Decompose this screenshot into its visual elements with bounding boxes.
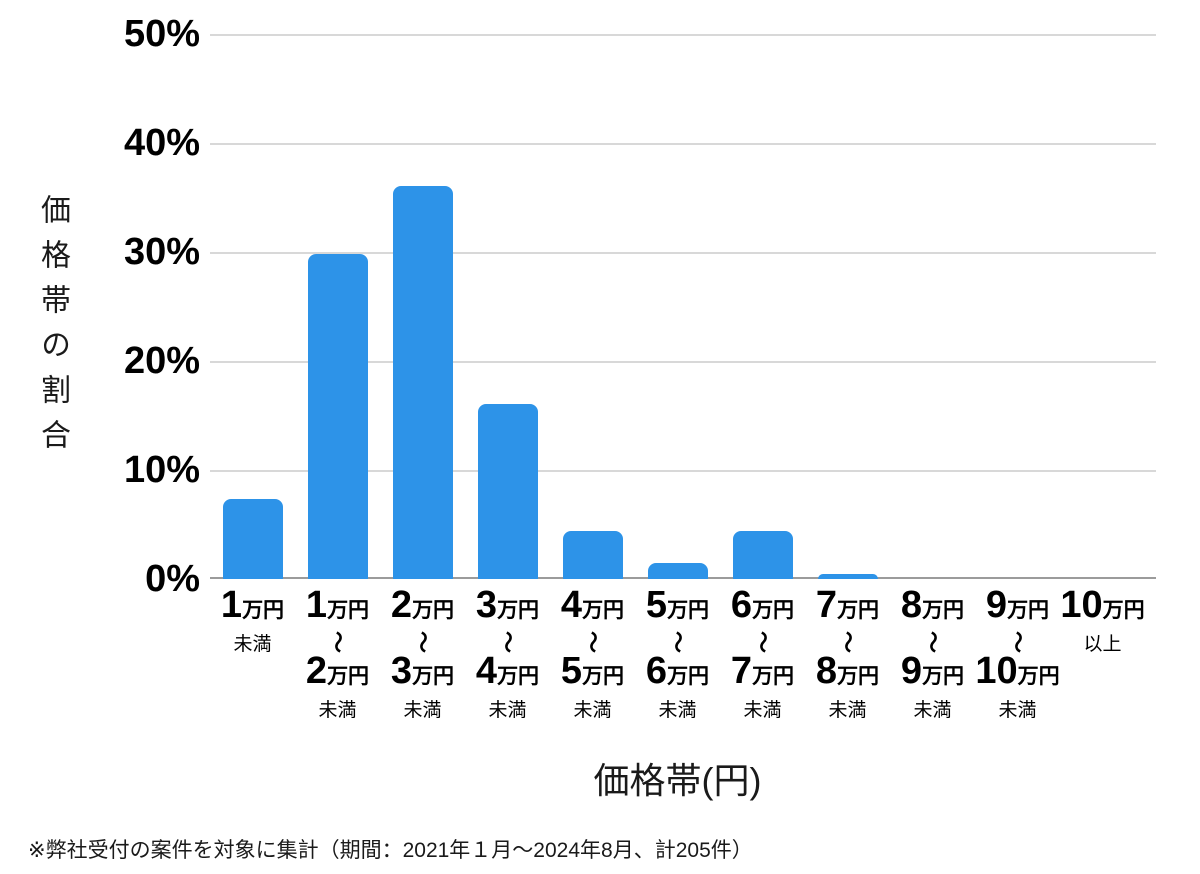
bar-slot-4 [550, 34, 635, 579]
range-tilde: 〜 [835, 630, 861, 654]
range-tilde: 〜 [580, 630, 606, 654]
bar-7 [817, 573, 878, 579]
y-tick-label-30: 30% [123, 231, 200, 273]
gridline-20 [210, 361, 1156, 363]
bar-4 [562, 531, 623, 579]
y-axis-title: 価格帯の割合 [36, 194, 69, 464]
bar-slot-9 [975, 34, 1060, 579]
bar-slot-0 [210, 34, 295, 579]
range-tilde: 〜 [410, 630, 436, 654]
x-axis-title: 価格帯(円) [593, 760, 762, 801]
bar-slot-3 [465, 34, 550, 579]
gridline-50 [210, 34, 1156, 36]
bar-3 [477, 403, 538, 579]
x-category-label-5: 5万円〜 6万円 未満 [645, 584, 710, 721]
x-category-label-10: 10万円 以上 [1060, 584, 1145, 655]
x-category-label-0: 1万円 未満 [220, 584, 285, 655]
x-category-label-9: 9万円〜 10万円 未満 [975, 584, 1060, 721]
y-tick-label-0: 0% [145, 558, 200, 600]
y-tick-label-50: 50% [123, 13, 200, 55]
bars-container [210, 34, 1145, 579]
x-category-label-7: 7万円〜 8万円 未満 [815, 584, 880, 721]
bar-0 [222, 499, 283, 579]
x-category-label-2: 2万円〜 3万円 未満 [390, 584, 455, 721]
gridline-30 [210, 252, 1156, 254]
bar-slot-8 [890, 34, 975, 579]
range-tilde: 〜 [665, 630, 691, 654]
y-tick-label-20: 20% [123, 340, 200, 382]
x-axis-category-labels: 1万円 未満 1万円〜 2万円 未満 2万円〜 3万円 未満 3万円〜 4万円 未満 4万円〜 5万円未… [210, 584, 1145, 723]
x-category-label-1: 1万円〜 2万円 未満 [305, 584, 370, 721]
gridline-10 [210, 470, 1156, 472]
bar-slot-2 [380, 34, 465, 579]
y-tick-label-40: 40% [123, 122, 200, 164]
bar-1 [307, 254, 368, 579]
bar-2 [392, 185, 453, 579]
bar-5 [647, 562, 708, 579]
range-tilde: 〜 [920, 630, 946, 654]
x-category-label-6: 6万円〜 7万円 未満 [730, 584, 795, 721]
bar-slot-1 [295, 34, 380, 579]
range-tilde: 〜 [325, 630, 351, 654]
y-tick-label-10: 10% [123, 449, 200, 491]
bar-slot-5 [635, 34, 720, 579]
bar-6 [732, 531, 793, 579]
bar-slot-10 [1060, 34, 1145, 579]
range-tilde: 〜 [1005, 630, 1031, 654]
bar-slot-6 [720, 34, 805, 579]
range-tilde: 〜 [495, 630, 521, 654]
bar-slot-7 [805, 34, 890, 579]
range-tilde: 〜 [750, 630, 776, 654]
x-category-label-3: 3万円〜 4万円 未満 [475, 584, 540, 721]
x-category-label-4: 4万円〜 5万円 未満 [560, 584, 625, 721]
gridline-40 [210, 143, 1156, 145]
footnote: ※弊社受付の案件を対象に集計（期間：2021年１月～2024年8月、計205件） [28, 839, 753, 862]
x-category-label-8: 8万円〜 9万円 未満 [900, 584, 965, 721]
